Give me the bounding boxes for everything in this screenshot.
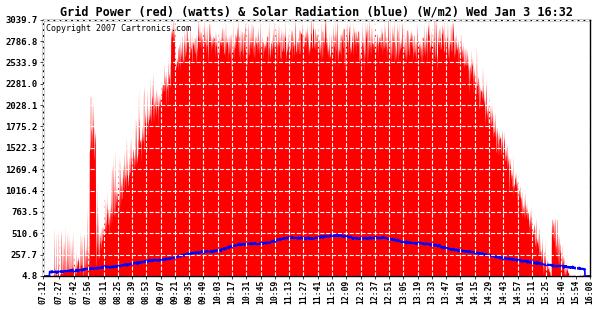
Text: Copyright 2007 Cartronics.com: Copyright 2007 Cartronics.com	[46, 24, 191, 33]
Title: Grid Power (red) (watts) & Solar Radiation (blue) (W/m2) Wed Jan 3 16:32: Grid Power (red) (watts) & Solar Radiati…	[60, 6, 573, 19]
